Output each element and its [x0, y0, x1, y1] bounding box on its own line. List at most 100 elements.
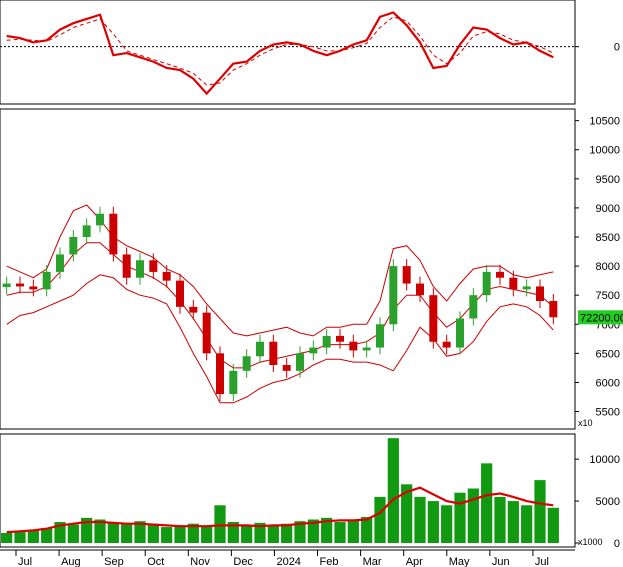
candle-body	[136, 260, 144, 278]
bollinger-lower-band	[6, 274, 554, 404]
volume-bar	[534, 480, 546, 543]
candle	[82, 218, 91, 244]
candle-body	[149, 260, 158, 272]
volume-bar	[387, 438, 399, 543]
candle	[202, 305, 211, 361]
candle-body	[482, 271, 491, 296]
candle	[109, 206, 118, 262]
candle-body	[216, 353, 224, 395]
candle	[336, 328, 344, 349]
time-tick-label: Apr	[406, 556, 423, 567]
volume-tick-label: 0	[614, 538, 620, 550]
candle	[309, 340, 318, 361]
time-tick-label: Aug	[61, 556, 81, 567]
candle-body	[469, 295, 478, 319]
volume-bar	[241, 524, 253, 543]
time-tick-label: 2024	[276, 556, 300, 567]
volume-bar	[467, 488, 479, 543]
volume-bar	[267, 525, 279, 543]
volume-bar	[81, 517, 93, 543]
volume-tick-label: 5000	[596, 496, 620, 508]
price-frame	[0, 108, 576, 430]
volume-tick-label: 10000	[589, 454, 620, 466]
volume-bar	[507, 501, 519, 543]
volume-ma-line	[6, 486, 554, 534]
candle	[416, 276, 424, 303]
time-axis: Jul Aug Sep Oct Nov Dec 2024 Feb Mar Apr May Jun Jul	[0, 549, 575, 567]
candle-body	[82, 225, 91, 237]
volume-bar	[174, 525, 186, 543]
candle	[189, 299, 198, 320]
time-tick-label: Mar	[363, 556, 382, 567]
candle-body	[269, 341, 278, 365]
volume-bar	[201, 526, 213, 543]
candle	[296, 346, 304, 378]
candle	[2, 276, 11, 295]
volume-bar	[254, 522, 266, 543]
candle-body	[549, 301, 558, 318]
time-tick-label: May	[449, 556, 470, 567]
candle-body	[96, 213, 104, 226]
volume-bar	[214, 505, 226, 543]
candle	[482, 264, 491, 303]
candle-body	[256, 341, 264, 357]
candle-body	[176, 280, 184, 307]
time-tick-label: Sep	[104, 556, 124, 567]
volume-bar	[67, 524, 79, 543]
volume-bar	[334, 522, 346, 543]
candle-body	[522, 286, 531, 290]
volume-bar	[414, 496, 426, 543]
candle	[69, 230, 78, 262]
price-tick-label: 8000	[596, 261, 620, 273]
candle-body	[242, 356, 251, 371]
oscillator-signal-line	[6, 16, 554, 86]
candle	[136, 253, 144, 285]
candle	[216, 346, 224, 402]
volume-bar	[374, 496, 386, 543]
candle-body	[29, 286, 38, 290]
volume-bar	[41, 527, 53, 543]
candle	[362, 340, 371, 358]
candle-body	[336, 335, 344, 342]
volume-bar	[321, 517, 333, 543]
candle	[56, 247, 64, 279]
candle-body	[162, 271, 171, 281]
candle-body	[189, 306, 198, 313]
candle-body	[2, 283, 11, 288]
price-unit-label: x10	[578, 418, 593, 428]
price-tick-label: 10000	[589, 145, 620, 157]
volume-bar	[147, 523, 159, 543]
candle	[42, 264, 51, 297]
candle	[322, 328, 331, 355]
time-tick-label: Feb	[320, 556, 339, 567]
candle	[149, 253, 158, 279]
volume-bar	[481, 463, 493, 543]
candle-body	[429, 295, 438, 342]
volume-bar	[187, 523, 199, 543]
volume-bar	[1, 532, 13, 543]
price-tick-label: 6500	[596, 348, 620, 360]
candle	[429, 288, 438, 349]
candle-body	[536, 286, 544, 301]
candle-body	[42, 271, 51, 290]
volume-bar	[227, 522, 239, 543]
candle-body	[442, 341, 451, 348]
price-tick-label: 10500	[589, 116, 620, 128]
volume-bar	[134, 521, 146, 543]
candle-body	[496, 271, 504, 278]
volume-bar	[347, 520, 359, 543]
candle-body	[296, 353, 304, 371]
candle-body	[389, 266, 398, 325]
time-tick-label: Jun	[492, 556, 510, 567]
candle	[162, 264, 171, 288]
candle	[442, 334, 451, 355]
volume-bar	[521, 505, 533, 543]
volume-bar	[107, 522, 119, 543]
volume-bar	[161, 527, 173, 543]
candle	[509, 270, 518, 297]
time-tick-label: Jul	[535, 556, 549, 567]
candle-body	[322, 335, 331, 348]
volume-bar	[494, 496, 506, 543]
candle-body	[202, 312, 211, 354]
oscillator-tick-label: 0	[614, 42, 620, 54]
